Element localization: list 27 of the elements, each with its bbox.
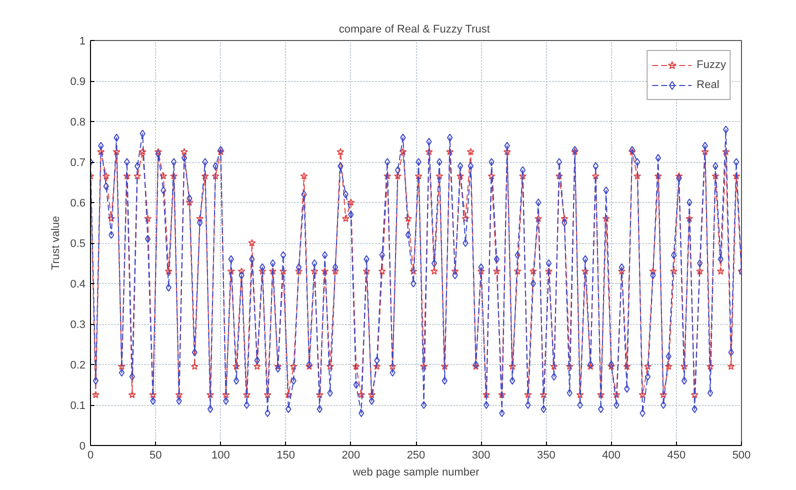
chart-title: compare of Real & Fuzzy Trust <box>338 24 490 36</box>
y-tick-label: 0.7 <box>70 157 86 169</box>
x-tick-label: 450 <box>667 450 686 462</box>
x-tick-label: 300 <box>472 450 490 462</box>
y-tick-label: 0.8 <box>70 116 86 128</box>
x-tick-label: 500 <box>732 450 751 462</box>
x-tick-label: 350 <box>537 450 556 462</box>
x-axis-title: web page sample number <box>352 466 480 478</box>
x-tick-label: 200 <box>342 450 360 462</box>
y-tick-label: 0.2 <box>70 360 86 372</box>
y-tick-label: 0.3 <box>70 319 86 331</box>
y-tick-label: 0.9 <box>70 76 86 88</box>
y-tick-label: 0.5 <box>70 238 86 250</box>
x-tick-label: 400 <box>602 450 620 462</box>
x-tick-label: 50 <box>149 450 162 462</box>
legend-label: Real <box>696 79 720 91</box>
y-tick-label: 0 <box>79 440 86 452</box>
legend-label: Fuzzy <box>696 59 726 71</box>
y-tick-label: 1 <box>79 36 86 48</box>
y-tick-label: 0.4 <box>70 278 86 290</box>
y-tick-label: 0.1 <box>70 400 86 412</box>
y-axis-title: Trust value <box>50 216 62 270</box>
x-tick-label: 250 <box>406 450 426 462</box>
x-tick-label: 150 <box>276 450 295 462</box>
x-tick-label: 100 <box>212 450 230 462</box>
x-tick-label: 0 <box>87 450 94 462</box>
y-tick-label: 0.6 <box>70 198 86 210</box>
